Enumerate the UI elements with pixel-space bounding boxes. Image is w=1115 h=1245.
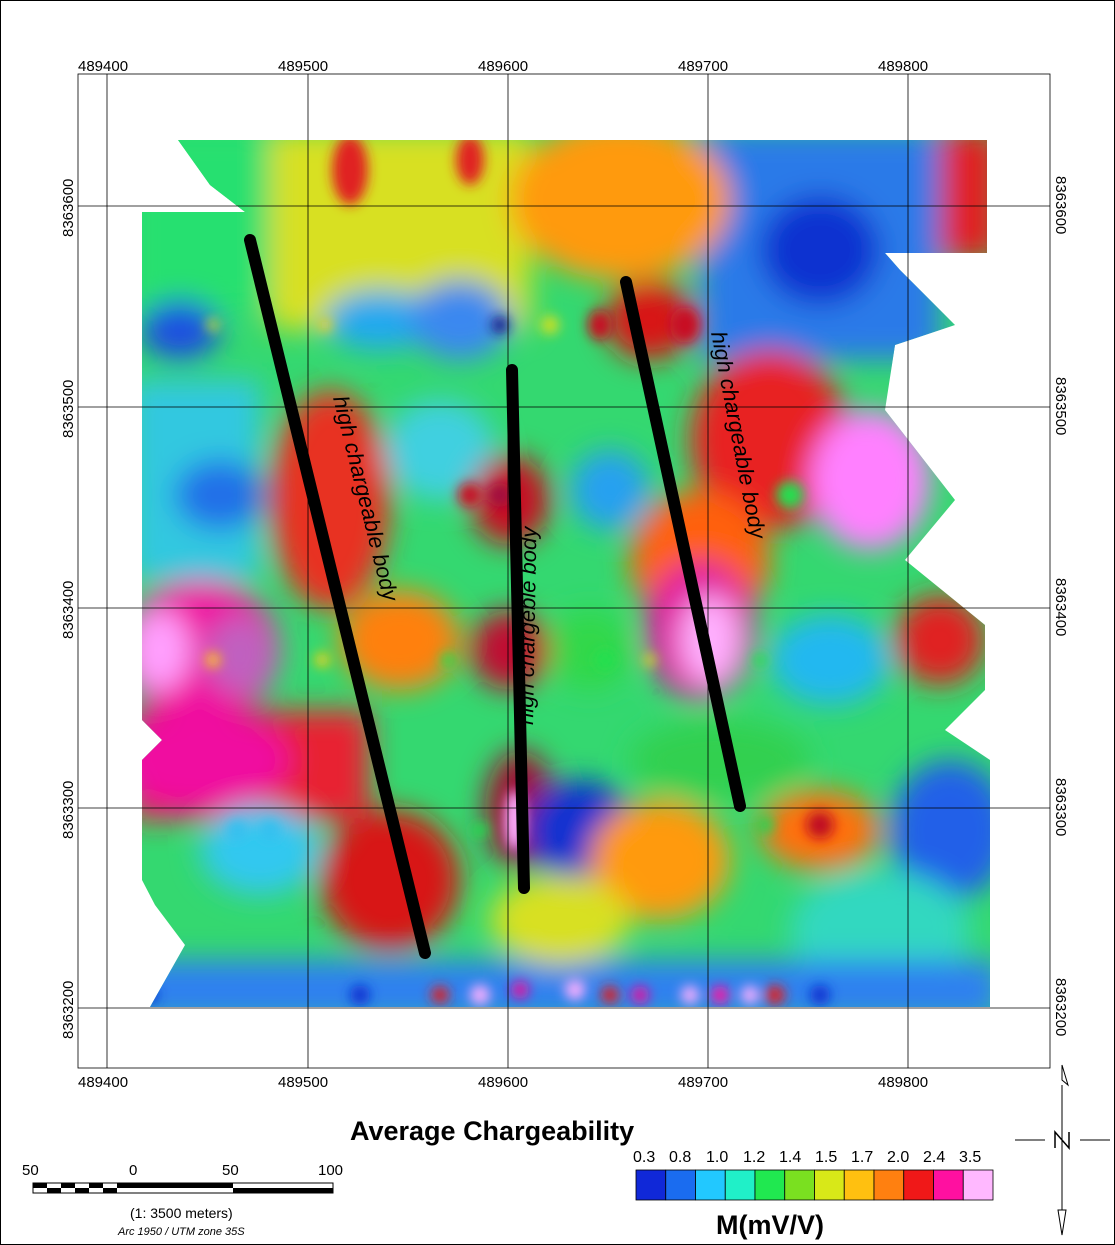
lineament-1 — [244, 234, 431, 959]
legend-label: 1.4 — [779, 1149, 802, 1166]
y-tick-label: 8363400 — [1052, 578, 1069, 636]
lineament-2 — [506, 364, 530, 894]
y-tick-label: 8363500 — [60, 380, 77, 438]
legend-label: 1.2 — [743, 1149, 766, 1166]
legend-swatch — [695, 1169, 726, 1201]
y-tick-label: 8363200 — [1052, 978, 1069, 1036]
legend-swatch — [933, 1169, 964, 1201]
y-tick-label: 8363600 — [1052, 176, 1069, 234]
projection-label: Arc 1950 / UTM zone 35S — [118, 1226, 245, 1238]
x-tick-label: 489600 — [478, 58, 528, 75]
scale-label: 0 — [129, 1162, 138, 1179]
legend-label: 1.5 — [815, 1149, 838, 1166]
legend-label: 2.0 — [887, 1149, 910, 1166]
legend-label: 2.4 — [923, 1149, 946, 1166]
legend-swatch — [784, 1169, 815, 1201]
legend-swatch — [814, 1169, 845, 1201]
x-axis-bottom: 489400 489500 489600 489700 489800 — [78, 1074, 928, 1091]
legend-swatch — [903, 1169, 934, 1201]
scale-label: 100 — [318, 1162, 344, 1179]
legend-swatch — [635, 1169, 667, 1201]
legend-swatch — [843, 1169, 875, 1201]
legend-label: 0.3 — [633, 1149, 656, 1166]
scale-bar — [32, 1182, 334, 1194]
legend-units: M(mV/V) — [716, 1210, 824, 1240]
y-tick-label: 8363600 — [60, 179, 77, 237]
legend-label: 1.0 — [706, 1149, 729, 1166]
legend-label: 3.5 — [959, 1149, 982, 1166]
scale-ratio: (1: 3500 meters) — [130, 1205, 233, 1221]
legend-swatch — [724, 1169, 756, 1201]
x-tick-label: 489700 — [678, 1074, 728, 1091]
legend-swatch — [754, 1169, 786, 1201]
y-tick-label: 8363300 — [60, 781, 77, 839]
legend-colorbar — [635, 1169, 994, 1201]
x-tick-label: 489400 — [78, 1074, 128, 1091]
legend-label: 0.8 — [669, 1149, 692, 1166]
x-axis-top: 489400 489500 489600 489700 489800 — [78, 58, 928, 75]
x-tick-label: 489500 — [278, 1074, 328, 1091]
annotation-label: high chargeble body — [513, 525, 541, 726]
x-tick-label: 489800 — [878, 58, 928, 75]
y-tick-label: 8363400 — [60, 581, 77, 639]
x-tick-label: 489700 — [678, 58, 728, 75]
y-axis-left: 8363600 8363500 8363400 8363300 8363200 — [60, 179, 77, 1039]
x-tick-label: 489400 — [78, 58, 128, 75]
legend-swatch — [962, 1169, 994, 1201]
x-tick-label: 489600 — [478, 1074, 528, 1091]
scale-label: 50 — [22, 1162, 39, 1179]
map-title: Average Chargeability — [350, 1116, 635, 1146]
y-axis-right: 8363600 8363500 8363400 8363300 8363200 — [1052, 176, 1069, 1036]
survey-grid-raster — [142, 140, 990, 1007]
x-tick-label: 489800 — [878, 1074, 928, 1091]
scale-label: 50 — [222, 1162, 239, 1179]
y-tick-label: 8363500 — [1052, 377, 1069, 435]
legend-swatch — [665, 1169, 696, 1201]
lineament-3 — [620, 276, 746, 812]
x-tick-label: 489500 — [278, 58, 328, 75]
legend-label: 1.7 — [851, 1149, 874, 1166]
y-tick-label: 8363300 — [1052, 778, 1069, 836]
interpreted-lineaments — [244, 234, 746, 959]
legend-swatch — [873, 1169, 905, 1201]
y-tick-label: 8363200 — [60, 981, 77, 1039]
north-arrow-icon — [1015, 1064, 1110, 1236]
coordinate-grid — [77, 73, 1051, 1069]
